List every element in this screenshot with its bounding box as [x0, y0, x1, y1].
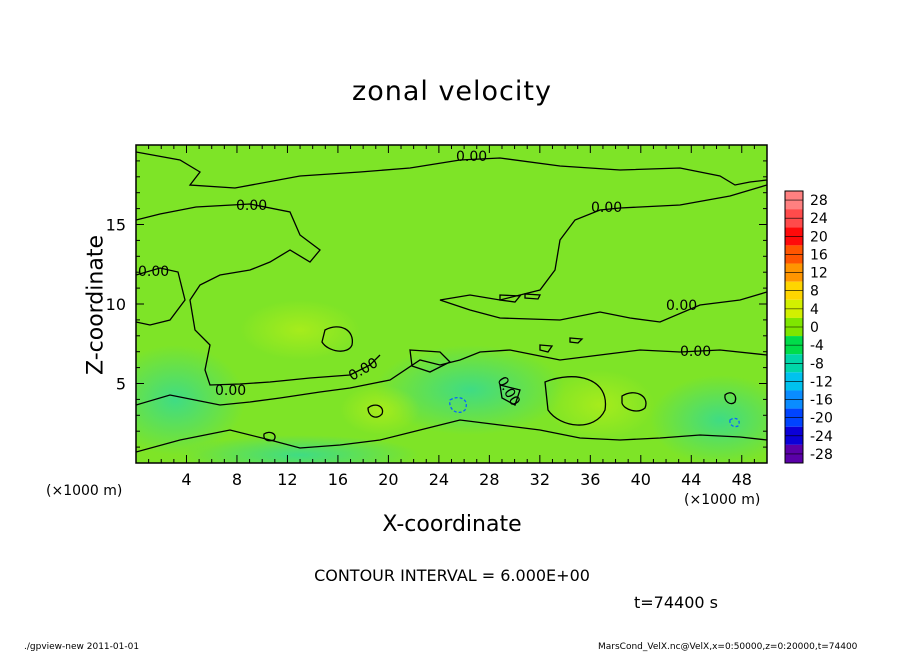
colorbar: 28 24 20 16 12 8 4 0 -4 -8 -12 -16 -20 -24 -28 [784, 190, 833, 464]
contour-label: 0.00 [680, 344, 711, 360]
x-tick-label: 44 [681, 470, 701, 489]
tick-marks [136, 145, 767, 463]
footer-left: ./gpview-new 2011-01-01 [24, 642, 140, 652]
contour-label: 0.00 [138, 264, 169, 280]
contour-island-5 [409, 349, 452, 373]
colorbar-label: 0 [810, 320, 819, 336]
contour-mid [136, 203, 381, 386]
contour-interval: CONTOUR INTERVAL = 6.000E+00 [314, 566, 590, 585]
x-tick-label: 24 [429, 470, 449, 489]
contour-dashed-1 [449, 396, 467, 414]
y-axis-label: Z-coordinate [83, 235, 109, 375]
colorbar-label: 24 [810, 211, 828, 227]
x-tick-label: 8 [232, 470, 242, 489]
contour-label: 0.00 [666, 298, 697, 314]
time-label: t=74400 s [634, 593, 718, 612]
contour-loop-3 [621, 392, 647, 412]
contour-island-3 [569, 337, 584, 344]
contour-island-6 [539, 344, 554, 353]
x-tick-label: 20 [378, 470, 398, 489]
colorbar-label: -16 [810, 393, 833, 409]
contour-right [439, 184, 767, 323]
x-tick-label: 40 [631, 470, 651, 489]
x-tick-label: 12 [277, 470, 297, 489]
contour-label: 0.00 [591, 200, 622, 216]
contour-label: 0.00 [236, 198, 267, 214]
colorbar-label: -8 [810, 356, 824, 372]
x-tick-label: 16 [328, 470, 348, 489]
footer-right: MarsCond_VelX.nc@VelX,x=0:50000,z=0:2000… [598, 642, 858, 652]
plot-area: 0.00 0.00 0.00 0.00 0.00 0.00 0.00 0.00 … [106, 144, 768, 490]
contour-loop-6 [724, 392, 737, 405]
contour-label: 0.00 [215, 383, 246, 399]
contour-loop-4 [367, 404, 384, 418]
colorbar-label: 12 [810, 266, 828, 282]
y-tick-label: 5 [116, 375, 126, 394]
chart-title: zonal velocity [352, 76, 552, 107]
contours [136, 151, 767, 453]
colorbar-label: -12 [810, 374, 833, 390]
colorbar-label: -24 [810, 429, 833, 445]
colorbar-label: 4 [810, 302, 819, 318]
x-unit-left: (×1000 m) [46, 483, 123, 499]
x-tick-label: 36 [580, 470, 600, 489]
colorbar-label: -20 [810, 411, 833, 427]
contour-loop-2 [544, 376, 607, 426]
x-tick-label: 32 [530, 470, 550, 489]
contour-loop-1 [321, 326, 353, 352]
field-shading [136, 300, 767, 463]
contour-top [136, 151, 767, 189]
x-axis-label: X-coordinate [382, 512, 522, 537]
contour-lower [136, 349, 767, 406]
shade-bottom [180, 435, 420, 463]
x-unit-right: (×1000 m) [684, 492, 761, 508]
colorbar-label: 28 [810, 193, 828, 209]
shade-low-center [375, 345, 565, 435]
contour-island-1 [499, 294, 522, 303]
colorbar-label: 20 [810, 229, 828, 245]
y-tick-label: 10 [106, 295, 126, 314]
x-tick-label: 48 [732, 470, 752, 489]
contour-label: 0.00 [456, 149, 487, 165]
colorbar-label: 16 [810, 247, 828, 263]
contour-loop-5 [263, 431, 276, 442]
contour-island-2 [524, 293, 542, 300]
colorbar-label: -4 [810, 338, 824, 354]
contour-dashed-2 [729, 417, 740, 428]
colorbar-label: -28 [810, 447, 833, 463]
contour-left-edge [136, 267, 186, 326]
y-tick-label: 15 [106, 216, 126, 235]
contour-island-4 [499, 384, 521, 406]
contour-bottom [136, 419, 767, 453]
shade-high-1 [340, 385, 420, 435]
colorbar-label: 8 [810, 284, 819, 300]
shade-low-right [650, 375, 767, 463]
x-tick-label: 28 [479, 470, 499, 489]
shade-high-3 [240, 300, 360, 360]
shade-high-2 [545, 370, 655, 440]
shade-low-left [136, 345, 245, 455]
x-tick-label: 4 [181, 470, 191, 489]
